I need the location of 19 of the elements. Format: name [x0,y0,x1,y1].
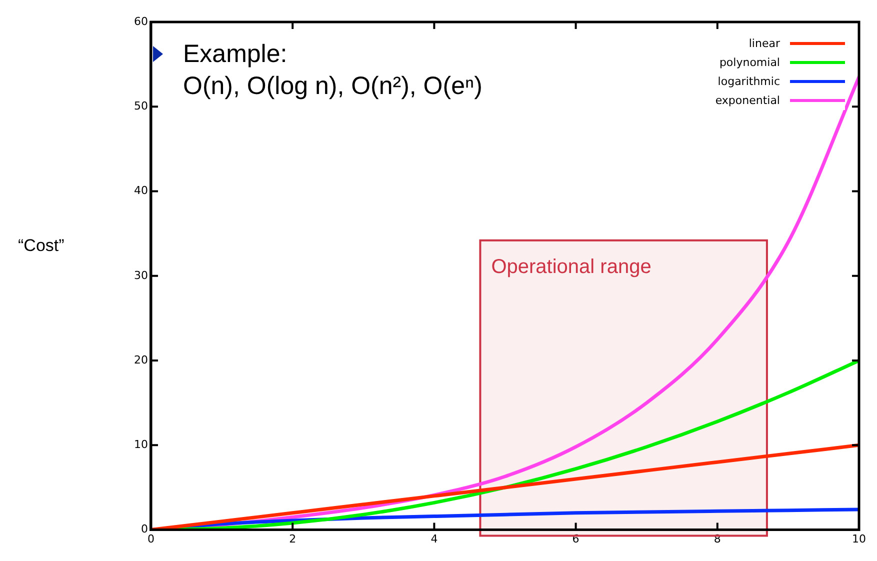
y-tick-label: 20 [134,353,148,366]
legend-label: exponential [715,94,780,107]
band-label: Operational range [491,256,652,278]
y-axis-title: “Cost” [18,236,64,256]
legend-label: logarithmic [718,75,780,88]
x-tick-label: 10 [852,532,866,546]
legend-label: linear [748,37,780,50]
x-tick-label: 2 [289,532,296,546]
line-series [150,443,859,530]
y-tick-label: 30 [134,268,148,282]
annotation: Example: [183,39,288,70]
x-tick-label: 4 [430,532,438,546]
y-tick-label: 40 [134,184,148,198]
y-tick-label: 60 [134,14,148,28]
y-tick-label: 0 [140,522,148,536]
annotation: O(n), O(log n), O(n²), O(eⁿ) [183,71,482,102]
y-tick-label: 50 [134,99,148,112]
legend-label: polynomial [719,56,780,69]
y-tick-label: 10 [134,438,148,452]
